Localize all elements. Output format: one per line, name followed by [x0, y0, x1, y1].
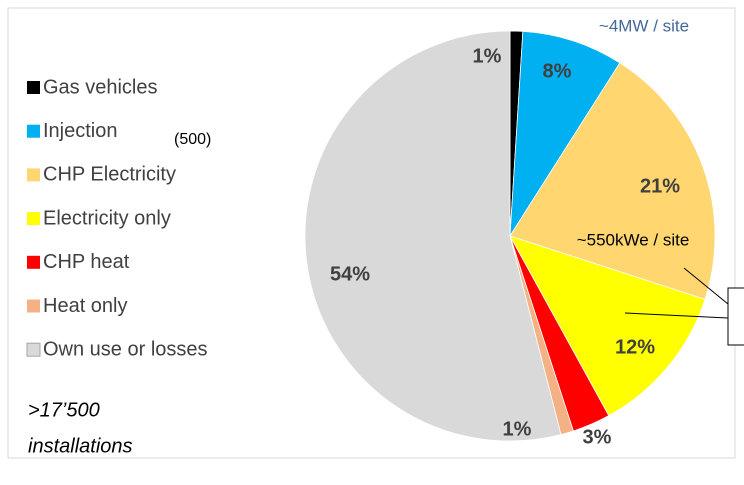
- data-label: 21%: [640, 175, 680, 197]
- annotation: ~550kWe / site: [577, 230, 690, 249]
- data-label: 8%: [543, 60, 572, 82]
- pie-slice: [509, 62, 716, 300]
- callout-box: [727, 287, 744, 346]
- legend-label: CHP Electricity: [43, 164, 176, 186]
- legend-swatch: [26, 342, 41, 357]
- pie-slice: [509, 30, 621, 237]
- data-label: 1%: [473, 45, 502, 67]
- legend-label: Heat only: [43, 295, 128, 317]
- legend-label: Gas vehicles: [43, 76, 158, 98]
- legend-label: Electricity only: [43, 207, 171, 229]
- legend: Gas vehicles Injection CHP Electricity Elec…: [26, 76, 208, 360]
- legend-swatch: [27, 168, 40, 182]
- legend-swatch: [27, 299, 40, 313]
- legend-label: CHP heat: [43, 251, 130, 273]
- pie-slice: [509, 235, 706, 417]
- legend-swatch: [27, 255, 40, 269]
- annotation: (500): [174, 131, 211, 148]
- legend-swatch: [27, 212, 40, 226]
- chart-frame: [7, 7, 736, 459]
- annotation: >17’500: [28, 399, 100, 421]
- annotation: installations: [28, 435, 133, 457]
- data-label: 54%: [330, 263, 370, 285]
- annotation: ~4MW / site: [599, 16, 689, 35]
- callout-line: [624, 312, 729, 319]
- data-label: 12%: [615, 336, 655, 358]
- legend-swatch: [27, 124, 40, 138]
- data-label: 1%: [503, 418, 532, 440]
- pie: [304, 30, 716, 442]
- pie-slice: [304, 30, 562, 442]
- legend-swatch: [27, 81, 40, 94]
- callout-line: [683, 267, 729, 305]
- data-label: 3%: [583, 426, 612, 448]
- legend-label: Injection: [43, 120, 118, 142]
- legend-label: Own use or losses: [43, 338, 208, 360]
